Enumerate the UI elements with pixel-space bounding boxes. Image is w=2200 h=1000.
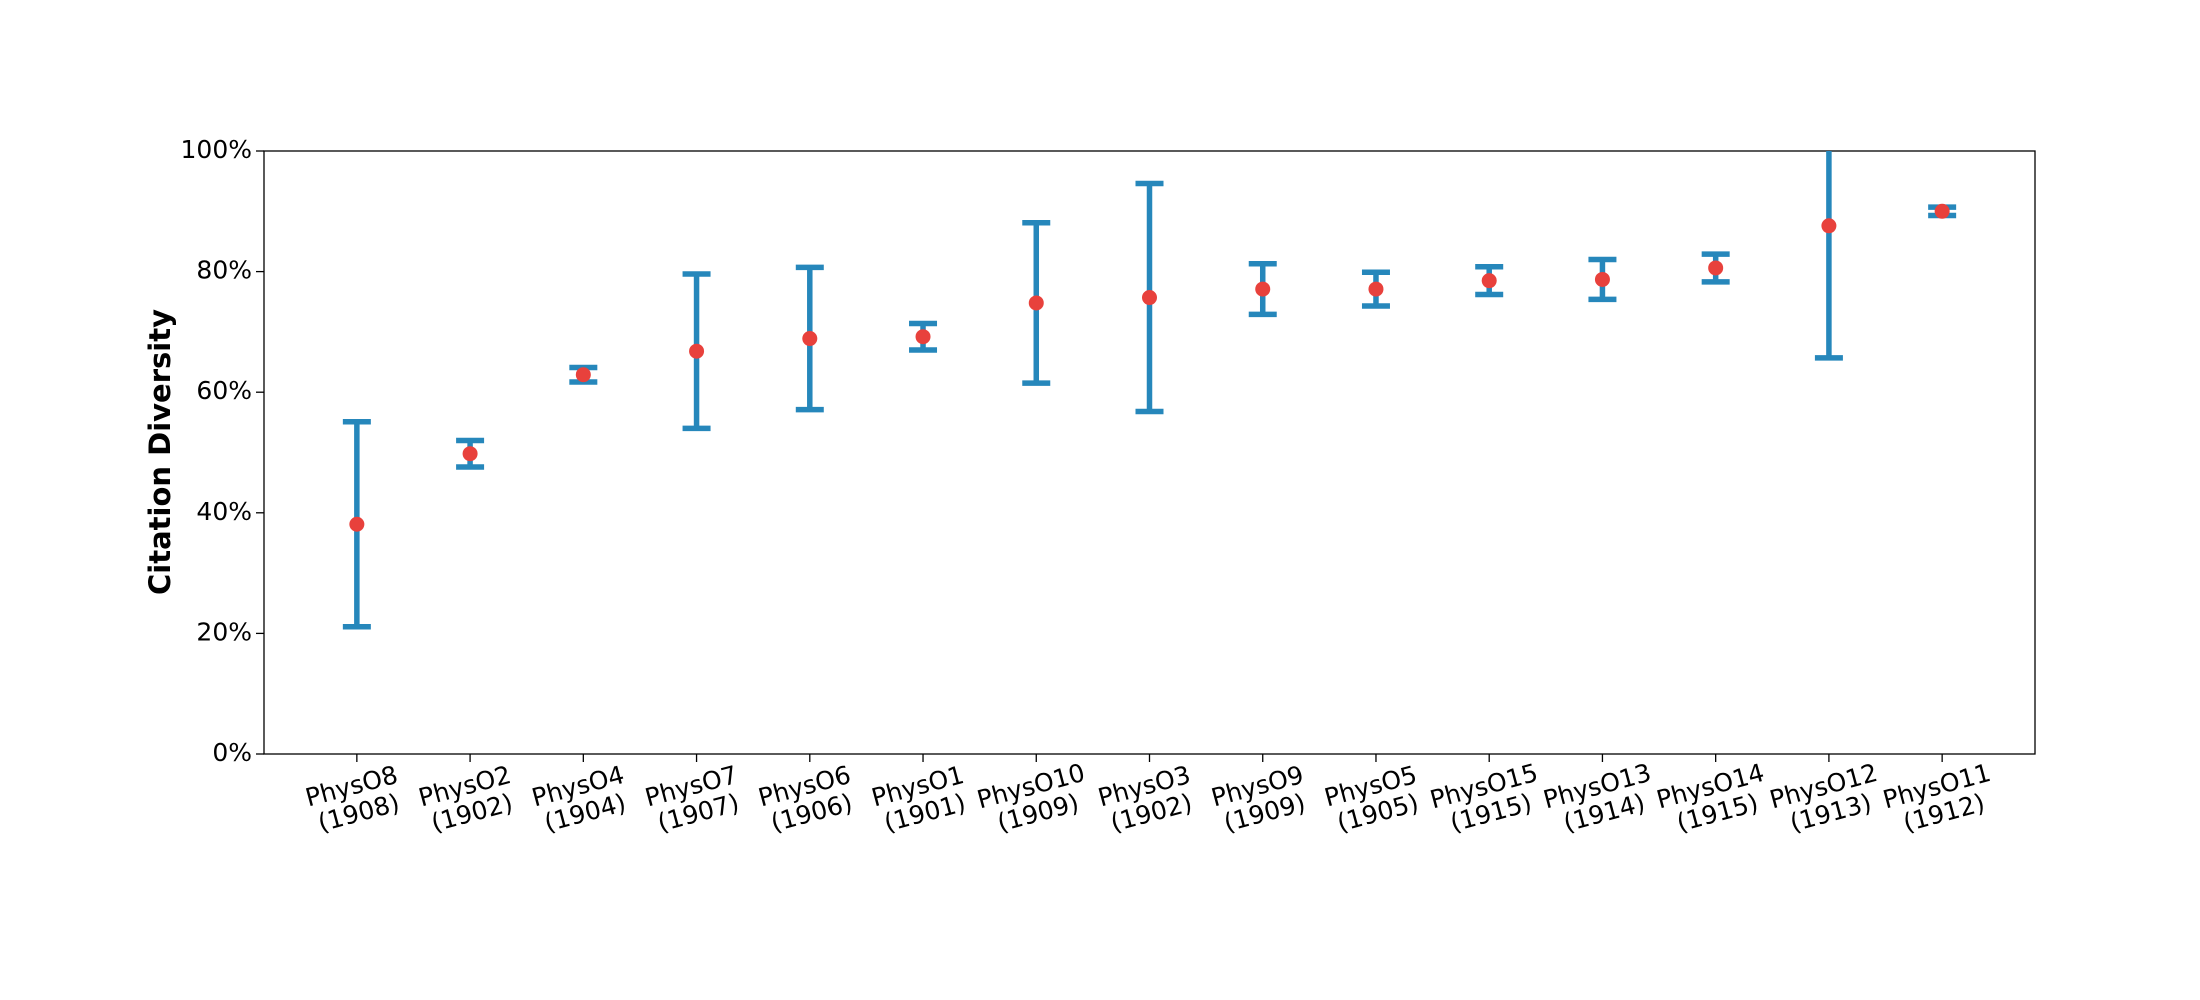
y-axis-label: Citation Diversity xyxy=(143,309,177,595)
x-tick-label: PhysO6(1906) xyxy=(755,760,861,839)
point xyxy=(1821,218,1837,234)
point xyxy=(1028,295,1044,311)
point xyxy=(1368,281,1384,297)
x-tick-label: PhysO4(1904) xyxy=(529,760,635,839)
y-tick-label: 60% xyxy=(196,376,252,405)
x-tick-label: PhysO15(1915) xyxy=(1427,758,1548,841)
y-tick-label: 100% xyxy=(181,135,252,164)
point xyxy=(575,367,591,383)
x-tick-label: PhysO11(1912) xyxy=(1880,758,2001,841)
point xyxy=(462,446,478,462)
y-tick-label: 40% xyxy=(196,497,252,526)
point xyxy=(1142,290,1157,306)
y-tick-label: 20% xyxy=(196,617,252,646)
x-tick-label: PhysO10(1909) xyxy=(974,758,1095,841)
x-tick-label: PhysO2(1902) xyxy=(415,760,521,839)
point xyxy=(915,329,931,345)
x-tick-label: PhysO13(1914) xyxy=(1540,758,1661,841)
point xyxy=(1934,203,1950,219)
x-tick-label: PhysO14(1915) xyxy=(1653,758,1774,841)
y-tick-label: 80% xyxy=(196,256,252,285)
point xyxy=(1708,260,1724,276)
x-tick-label: PhysO12(1913) xyxy=(1767,758,1888,841)
plot-area xyxy=(342,151,1957,630)
x-tick-label: PhysO1(1901) xyxy=(868,760,974,839)
point xyxy=(1481,273,1497,289)
point xyxy=(802,331,818,347)
x-tick-label: PhysO8(1908) xyxy=(302,760,408,839)
x-tick-label: PhysO3(1902) xyxy=(1095,760,1201,839)
x-tick-label: PhysO9(1909) xyxy=(1208,760,1314,839)
x-tick-label: PhysO7(1907) xyxy=(642,760,748,839)
point xyxy=(1255,281,1271,297)
x-tick-label: PhysO5(1905) xyxy=(1321,760,1427,839)
point xyxy=(349,516,365,532)
point xyxy=(1594,271,1610,287)
point xyxy=(689,343,705,359)
y-tick-label: 0% xyxy=(212,738,252,767)
